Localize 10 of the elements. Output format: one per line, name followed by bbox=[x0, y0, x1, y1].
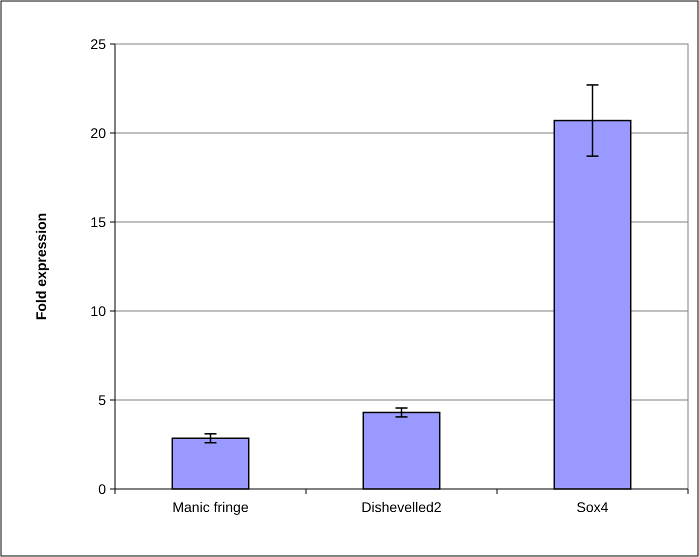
y-tick-label: 25 bbox=[90, 36, 106, 52]
x-tick-label: Sox4 bbox=[576, 499, 609, 515]
y-tick-label: 15 bbox=[90, 214, 106, 230]
y-tick-label: 5 bbox=[98, 392, 106, 408]
y-tick-label: 20 bbox=[90, 124, 106, 141]
x-tick-label: Dishevelled2 bbox=[361, 499, 442, 515]
y-tick-label: 10 bbox=[90, 302, 106, 319]
y-axis-title: Fold expression bbox=[33, 212, 49, 320]
y-tick-label: 0 bbox=[98, 480, 106, 497]
x-tick-label: Manic fringe bbox=[172, 499, 249, 515]
